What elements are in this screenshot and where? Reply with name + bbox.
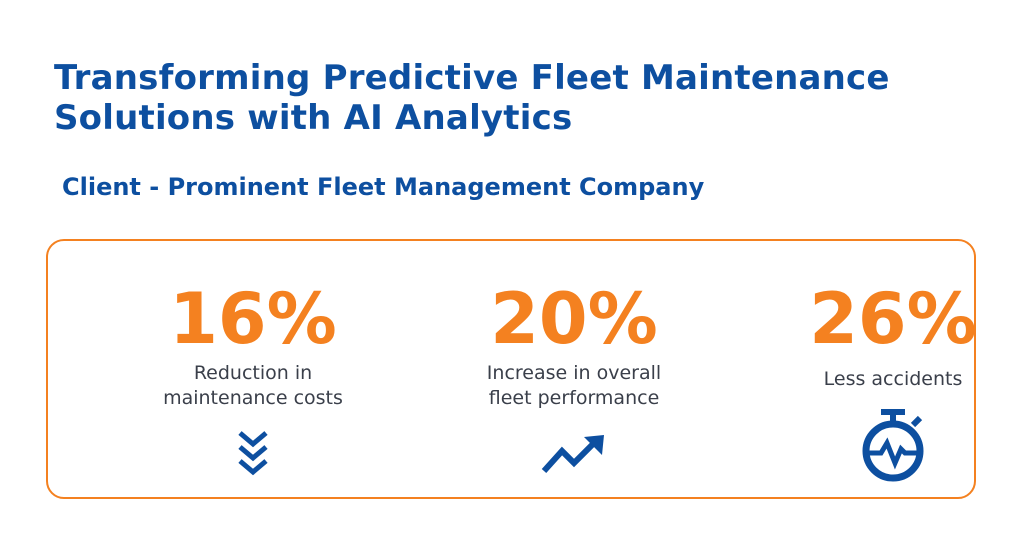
stats-card: 16% Reduction in maintenance costs 20% I…	[46, 239, 977, 499]
client-subtitle: Client - Prominent Fleet Management Comp…	[62, 173, 705, 201]
stat-label-line-2: maintenance costs	[163, 387, 343, 409]
stat-value: 16%	[169, 278, 337, 360]
stat-value: 20%	[490, 278, 658, 360]
title-line-1: Transforming Predictive Fleet Maintenanc…	[54, 58, 890, 98]
stat-label: Less accidents	[743, 367, 1024, 392]
stopwatch-pulse-icon	[857, 407, 929, 483]
stat-label: Reduction in maintenance costs	[103, 361, 403, 411]
stat-label-line-2: fleet performance	[488, 387, 660, 409]
stat-value: 26%	[809, 278, 977, 360]
page-title: Transforming Predictive Fleet Maintenanc…	[54, 58, 890, 138]
double-chevron-down-icon	[236, 429, 270, 481]
stat-label: Increase in overall fleet performance	[424, 361, 724, 411]
stat-label-line-1: Less accidents	[823, 368, 963, 390]
stat-label-line-1: Increase in overall	[486, 362, 662, 384]
stat-label-line-1: Reduction in	[193, 362, 313, 384]
trend-up-icon	[540, 433, 608, 477]
title-line-2: Solutions with AI Analytics	[54, 98, 573, 138]
